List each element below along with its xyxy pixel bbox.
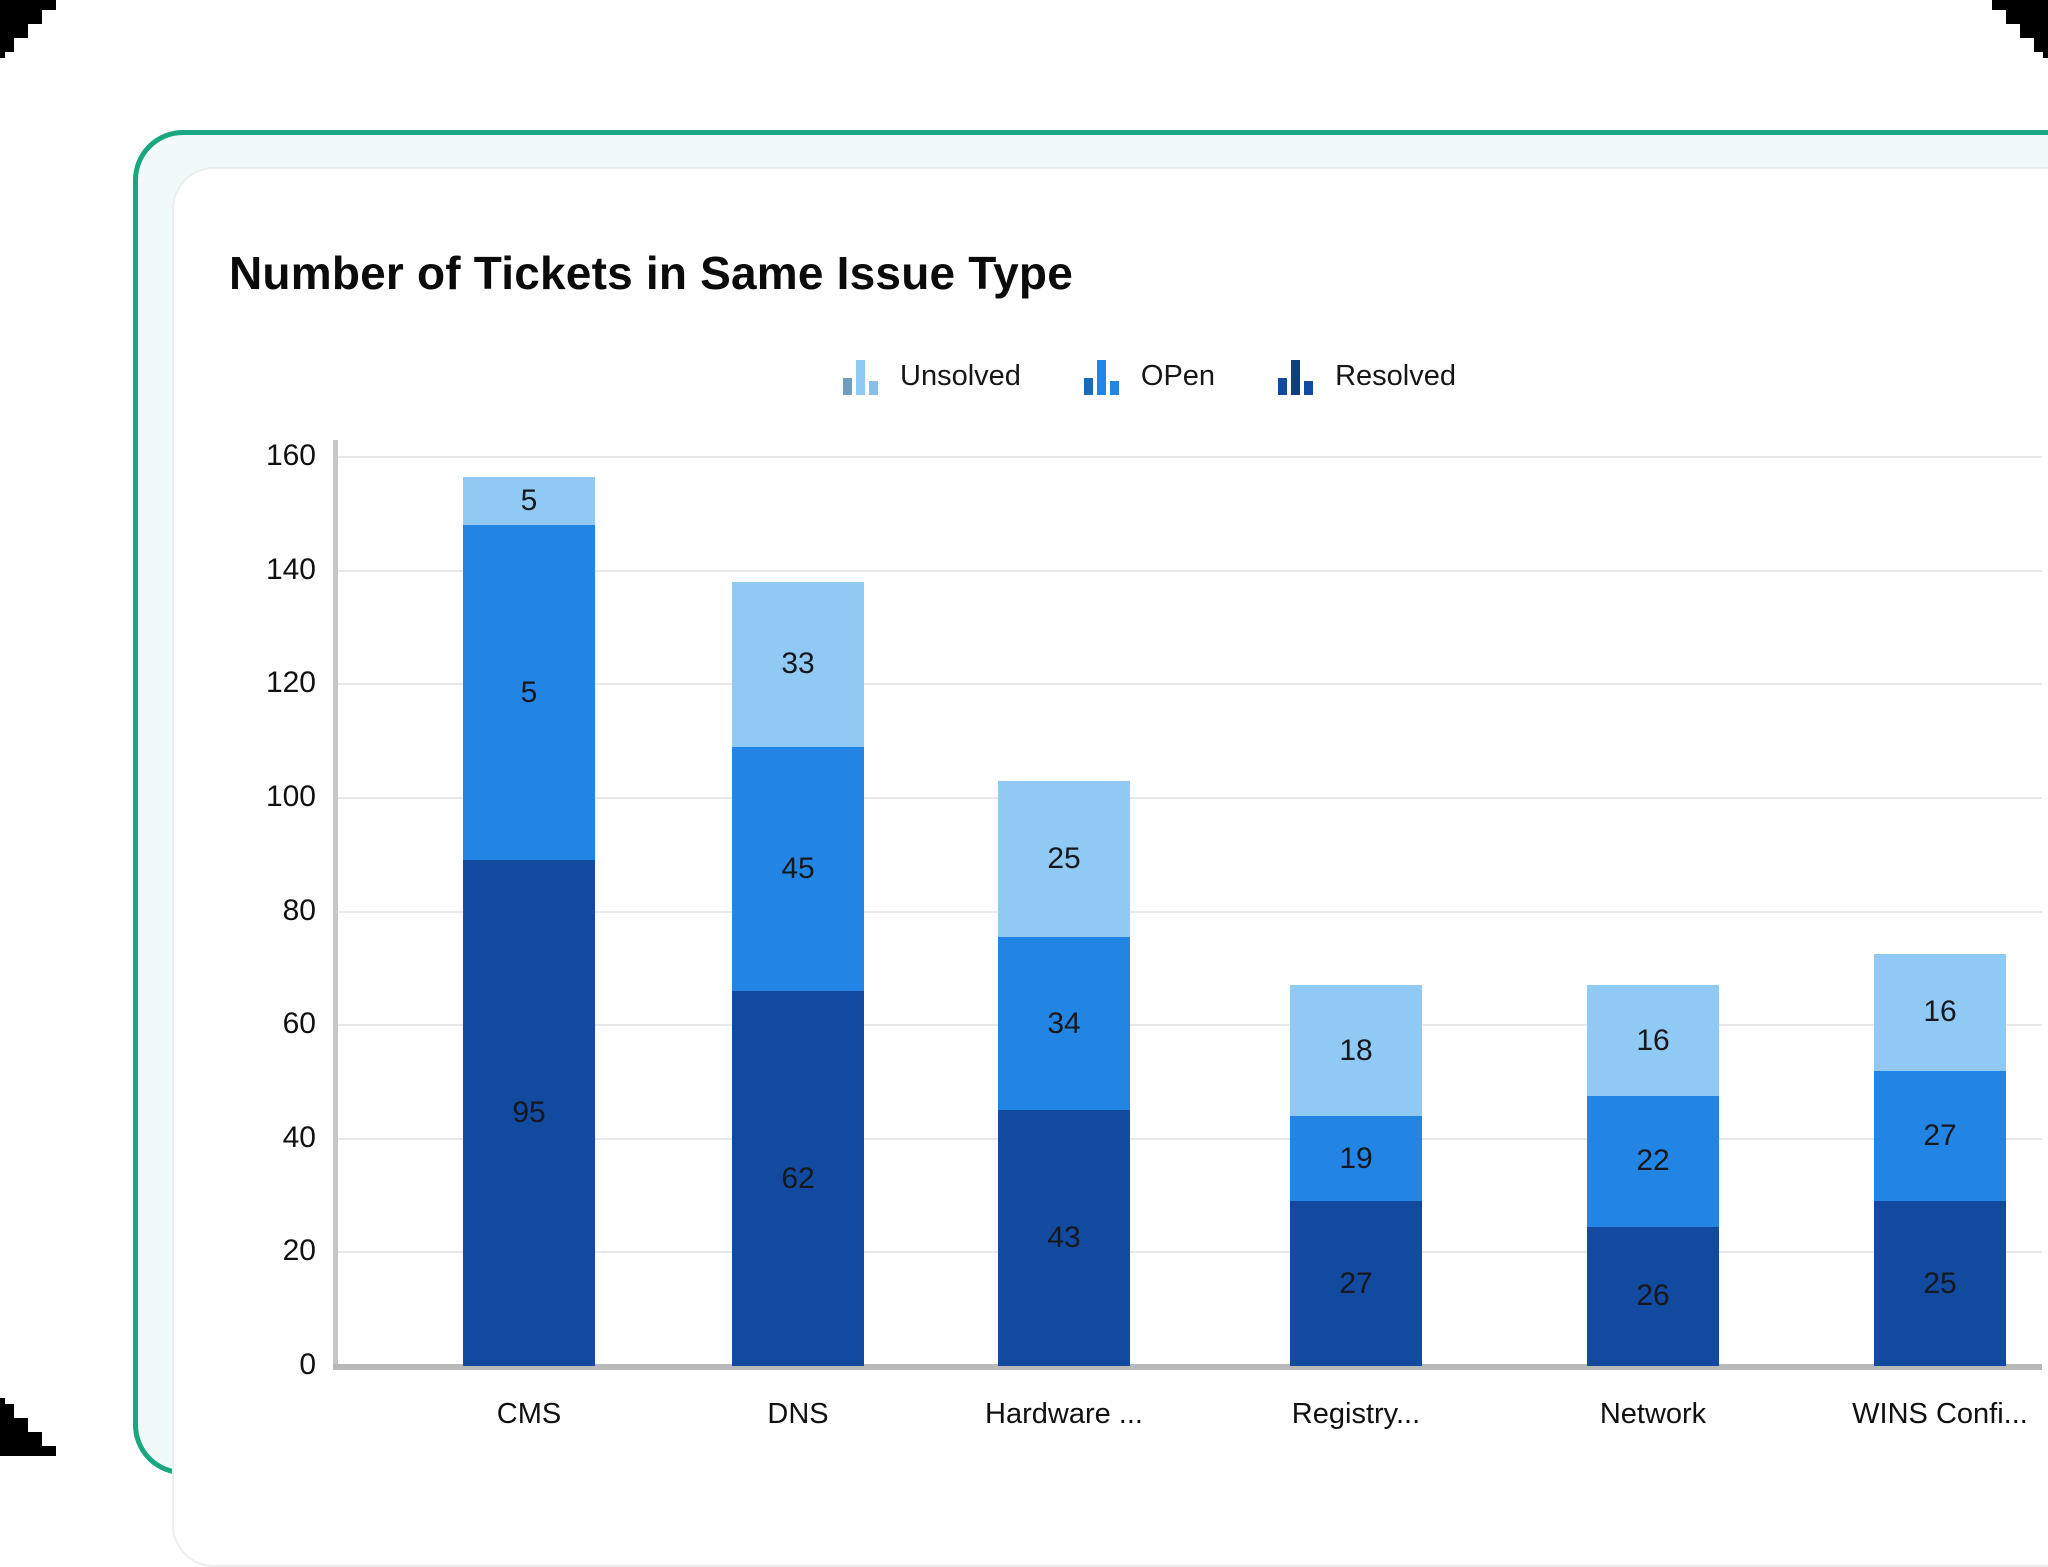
- x-category-label: CMS: [496, 1398, 562, 1430]
- gridline-y-60: [337, 1024, 2042, 1027]
- gridline-y-140: [337, 569, 2042, 572]
- mini-bar-chart-icon: [1278, 360, 1314, 395]
- y-tick-label-0: 0: [299, 1348, 316, 1381]
- bar-segment-registry-open[interactable]: [1290, 1116, 1422, 1202]
- legend-item-resolved[interactable]: Resolved: [1277, 356, 1456, 396]
- bar-segment-dns-resolved[interactable]: [732, 991, 864, 1366]
- gridline-y-80: [337, 910, 2042, 913]
- mini-bar-chart-icon: [843, 360, 878, 395]
- gridline-y-160: [337, 456, 2042, 458]
- bar-value-label: 18: [1339, 1033, 1373, 1067]
- y-axis: [333, 440, 338, 1370]
- bar-segment-dns-open[interactable]: [732, 746, 864, 992]
- corner-mark-bottom-left: [0, 1398, 56, 1456]
- x-category-label: Registry...: [1291, 1398, 1421, 1430]
- legend-label-open: OPen: [1140, 359, 1216, 392]
- gridline-y-40: [337, 1137, 2042, 1140]
- y-tick-label-100: 100: [265, 779, 316, 813]
- bar-value-label: 25: [1923, 1266, 1957, 1300]
- bar-segment-winsconfi-unsolved[interactable]: [1874, 954, 2006, 1071]
- bar-value-label: 16: [1636, 1023, 1670, 1057]
- bar-segment-hardware-unsolved[interactable]: [998, 780, 1130, 938]
- bar-segment-cms-open[interactable]: [463, 525, 595, 861]
- legend-item-open[interactable]: OPen: [1083, 356, 1215, 396]
- y-tick-label-60: 60: [282, 1007, 316, 1041]
- chart-title: Number of Tickets in Same Issue Type: [229, 247, 1074, 299]
- bar-value-label: 43: [1047, 1221, 1081, 1255]
- bar-value-label: 26: [1636, 1279, 1670, 1313]
- x-category-label: Hardware ...: [985, 1398, 1143, 1430]
- bar-value-label: 33: [781, 647, 815, 681]
- gridline-y-100: [337, 796, 2042, 799]
- bar-value-label: 5: [520, 484, 538, 518]
- bar-value-label: 34: [1047, 1006, 1081, 1040]
- gridline-y-20: [337, 1251, 2042, 1254]
- bar-value-label: 5: [520, 675, 538, 709]
- bar-segment-cms-resolved[interactable]: [463, 860, 595, 1366]
- x-category-label: WINS Confi...: [1852, 1398, 2028, 1430]
- bar-value-label: 27: [1339, 1266, 1373, 1300]
- bar-value-label: 22: [1636, 1144, 1670, 1178]
- bar-value-label: 25: [1047, 841, 1081, 875]
- bar-segment-registry-resolved[interactable]: [1290, 1201, 1422, 1366]
- y-tick-label-80: 80: [282, 893, 316, 927]
- bar-segment-winsconfi-resolved[interactable]: [1874, 1201, 2006, 1366]
- y-tick-label-20: 20: [282, 1234, 316, 1268]
- bar-segment-hardware-resolved[interactable]: [998, 1110, 1130, 1366]
- x-category-label: Network: [1599, 1398, 1707, 1430]
- legend-label-unsolved: Unsolved: [900, 359, 1021, 392]
- corner-mark-top-left: [0, 0, 56, 58]
- bar-segment-registry-unsolved[interactable]: [1290, 985, 1422, 1116]
- bar-value-label: 16: [1923, 995, 1957, 1029]
- legend: Unsolved OPen Resolved: [842, 356, 1456, 396]
- bar-value-label: 62: [781, 1161, 815, 1195]
- y-tick-label-40: 40: [282, 1120, 316, 1154]
- y-tick-label-120: 120: [265, 666, 316, 700]
- y-tick-label-140: 140: [265, 552, 316, 586]
- bar-value-label: 19: [1339, 1141, 1373, 1175]
- mini-bar-chart-icon: [1083, 360, 1119, 395]
- bar-segment-network-resolved[interactable]: [1587, 1226, 1719, 1366]
- bar-segment-hardware-open[interactable]: [998, 937, 1130, 1111]
- bar-value-label: 45: [781, 851, 815, 885]
- legend-label-resolved: Resolved: [1335, 359, 1456, 392]
- bar-segment-network-unsolved[interactable]: [1587, 985, 1719, 1097]
- x-axis: [333, 1364, 2042, 1370]
- corner-mark-top-right: [1992, 0, 2048, 58]
- x-category-label: DNS: [767, 1398, 829, 1430]
- y-tick-label-160: 160: [265, 439, 316, 472]
- bar-value-label: 27: [1923, 1118, 1957, 1152]
- bar-segment-dns-unsolved[interactable]: [732, 581, 864, 747]
- bar-segment-network-open[interactable]: [1587, 1096, 1719, 1227]
- bar-value-label: 95: [512, 1096, 546, 1130]
- gridline-y-120: [337, 683, 2042, 686]
- legend-item-unsolved[interactable]: Unsolved: [842, 356, 1021, 396]
- bar-segment-winsconfi-open[interactable]: [1874, 1070, 2006, 1202]
- bar-segment-cms-unsolved[interactable]: [463, 476, 595, 526]
